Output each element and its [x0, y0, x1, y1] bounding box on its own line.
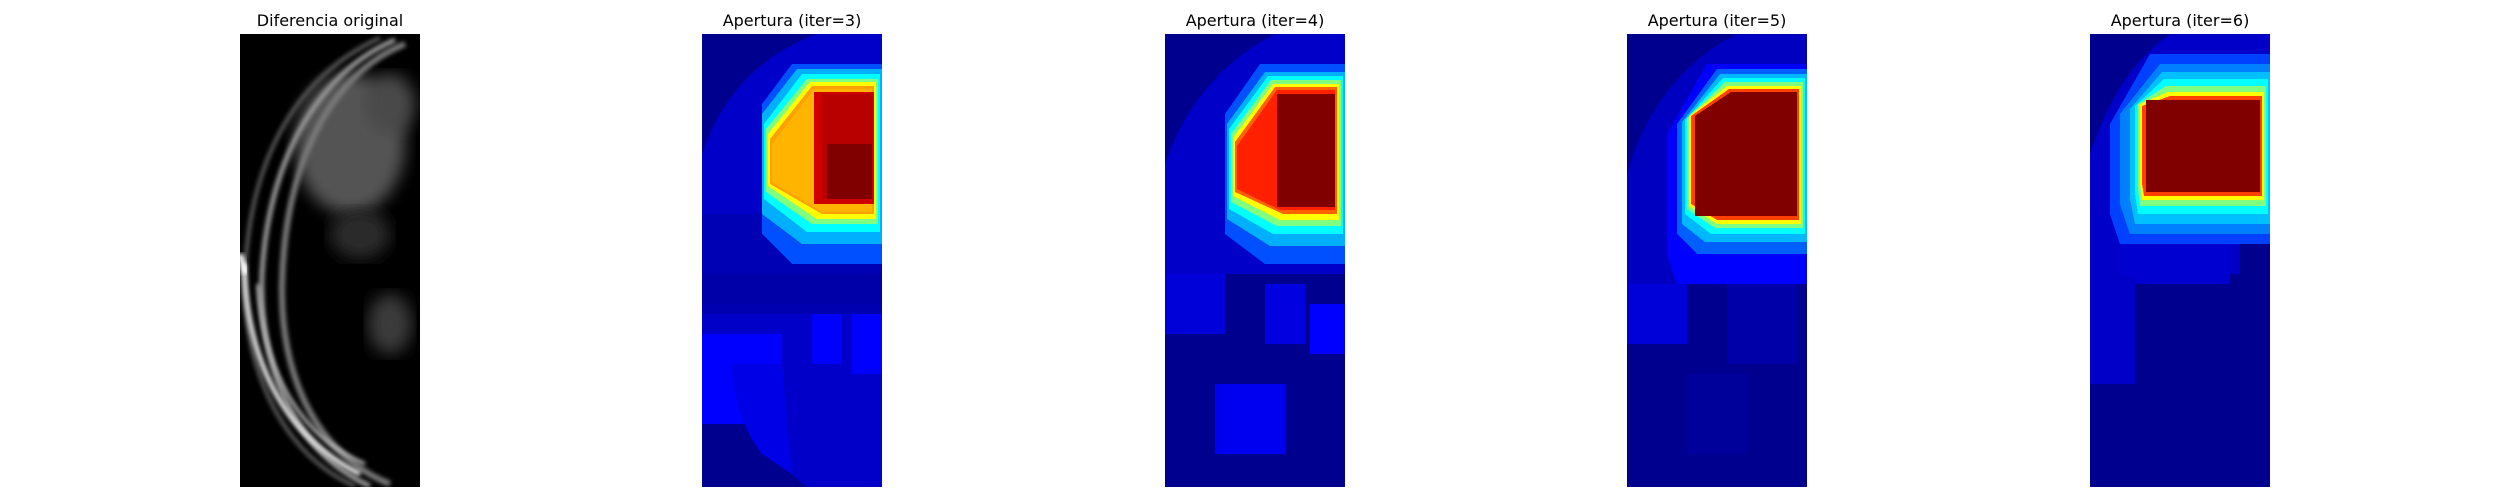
panel-iter-5: Apertura (iter=5): [1622, 0, 1812, 500]
jet-colormap-heatmap: [1627, 34, 1807, 487]
grayscale-difference-image: [240, 34, 420, 487]
panel-title: Apertura (iter=4): [1185, 11, 1325, 30]
panel-title: Apertura (iter=5): [1647, 11, 1787, 30]
jet-colormap-heatmap: [702, 34, 882, 487]
jet-colormap-heatmap: [1165, 34, 1345, 487]
panel-title: Apertura (iter=3): [722, 11, 862, 30]
panel-title: Apertura (iter=6): [2110, 11, 2250, 30]
jet-colormap-heatmap: [2090, 34, 2270, 487]
panel-iter-3: Apertura (iter=3): [697, 0, 887, 500]
panel-title: Diferencia original: [256, 11, 404, 30]
panel-iter-6: Apertura (iter=6): [2085, 0, 2275, 500]
panel-iter-4: Apertura (iter=4): [1160, 0, 1350, 500]
panel-original: Diferencia original: [235, 0, 425, 500]
